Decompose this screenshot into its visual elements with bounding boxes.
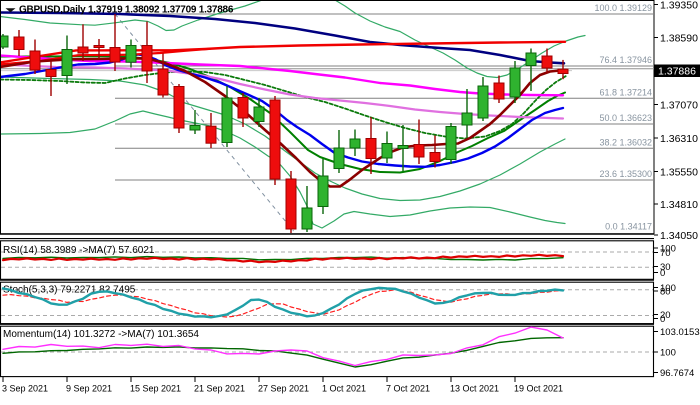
svg-text:RSI(14) 58.3989 ->MA(7) 57.60: RSI(14) 58.3989 ->MA(7) 57.6021 <box>3 245 155 256</box>
svg-text:27 Sep 2021: 27 Sep 2021 <box>258 384 309 394</box>
svg-text:100.0 1.39129: 100.0 1.39129 <box>594 3 652 13</box>
svg-text:38.2 1.36032: 38.2 1.36032 <box>599 138 652 148</box>
svg-text:20: 20 <box>660 310 671 321</box>
svg-text:1.37070: 1.37070 <box>660 99 698 111</box>
svg-text:80: 80 <box>660 287 671 298</box>
svg-text:13 Oct 2021: 13 Oct 2021 <box>450 384 499 394</box>
svg-text:15 Sep 2021: 15 Sep 2021 <box>130 384 181 394</box>
svg-text:1.39350: 1.39350 <box>660 0 698 11</box>
svg-text:70: 70 <box>660 248 671 259</box>
svg-text:21 Sep 2021: 21 Sep 2021 <box>194 384 245 394</box>
svg-text:3 Sep 2021: 3 Sep 2021 <box>2 384 48 394</box>
svg-text:1.34810: 1.34810 <box>660 199 698 211</box>
svg-text:30: 30 <box>660 262 671 273</box>
svg-text:61.8 1.37214: 61.8 1.37214 <box>599 88 652 98</box>
svg-text:100: 100 <box>660 283 676 294</box>
svg-text:Momentum(14) 101.3272 ->MA(7): Momentum(14) 101.3272 ->MA(7) 101.3654 <box>3 329 199 340</box>
svg-text:103.0153: 103.0153 <box>660 327 700 338</box>
svg-text:0: 0 <box>660 314 665 325</box>
svg-text:GBPUSD,Daily 1.37919 1.38092: GBPUSD,Daily 1.37919 1.38092 1.37709 1.3… <box>19 5 234 16</box>
svg-text:7 Oct 2021: 7 Oct 2021 <box>386 384 430 394</box>
svg-text:1 Oct 2021: 1 Oct 2021 <box>322 384 366 394</box>
svg-text:1.35550: 1.35550 <box>660 166 698 178</box>
svg-text:100: 100 <box>660 348 676 359</box>
svg-text:Stoch(5,3,3) 79.2271 82.7495: Stoch(5,3,3) 79.2271 82.7495 <box>3 285 136 296</box>
svg-text:1.34050: 1.34050 <box>660 230 698 242</box>
svg-text:0: 0 <box>660 268 665 279</box>
svg-text:100: 100 <box>660 244 676 255</box>
svg-text:1.37886: 1.37886 <box>658 65 696 77</box>
svg-text:19 Oct 2021: 19 Oct 2021 <box>514 384 563 394</box>
svg-text:1.36310: 1.36310 <box>660 133 698 145</box>
svg-text:0.0 1.34117: 0.0 1.34117 <box>605 222 652 232</box>
svg-text:96.7674: 96.7674 <box>660 368 694 379</box>
svg-text:76.4 1.37946: 76.4 1.37946 <box>599 55 652 65</box>
svg-text:23.6 1.35300: 23.6 1.35300 <box>599 169 652 179</box>
svg-text:9 Sep 2021: 9 Sep 2021 <box>66 384 112 394</box>
svg-text:50.0 1.36623: 50.0 1.36623 <box>599 113 652 123</box>
svg-text:1.38590: 1.38590 <box>660 32 698 44</box>
